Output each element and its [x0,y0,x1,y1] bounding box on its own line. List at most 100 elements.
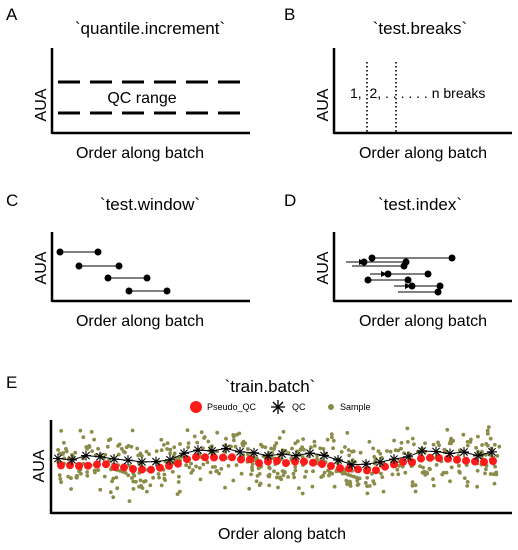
sample-point [330,471,334,476]
pseudo-qc-point [210,453,218,462]
pseudo-qc-point [84,461,92,470]
sample-point [275,471,280,476]
sample-point [277,476,282,480]
sample-point [85,470,89,474]
sample-point [123,471,128,475]
sample-point [312,444,317,448]
legend-item-sample: Sample [328,402,371,412]
sample-point [293,441,298,446]
qc-point [193,445,203,456]
sample-point [347,453,352,458]
pseudo-qc-point [183,455,191,464]
sample-point [198,477,203,482]
qc-point [473,450,483,461]
pseudo-qc-point [264,457,272,466]
sample-point [331,446,335,451]
qc-point [67,454,77,465]
sample-point [189,461,194,466]
sample-point [475,484,479,489]
sample-point [367,484,372,488]
sample-point [259,442,263,447]
sample-point [311,469,315,474]
sample-point [300,491,305,496]
sample-point [234,463,239,467]
sample-point [154,449,159,453]
pseudo-qc-point [129,465,137,473]
sample-point [365,475,370,480]
sample-point [69,487,73,491]
pseudo-qc-point [201,453,209,462]
break-label: 1, 2, . . . . . . n breaks [350,85,485,101]
x-axis-label-e: Order along batch [218,526,346,543]
sample-point [79,471,83,476]
sample-point [280,469,285,473]
qc-point [291,450,301,461]
qc-point [81,450,91,461]
legend-label-pseudo-qc: Pseudo_QC [207,402,257,412]
pseudo-qc-point [75,462,83,470]
sample-point [293,468,298,473]
pseudo-qc-point [309,458,317,467]
panel-letter-b: B [284,5,295,24]
sample-point [168,451,173,456]
panel-title-c: `test.window` [100,195,200,214]
sample-point [343,445,347,449]
sample-point [73,450,78,455]
index-segment [398,288,442,296]
qc-point [361,459,371,470]
window-segment [75,262,123,270]
sample-point [117,442,122,447]
sample-point [231,433,236,437]
sample-point [286,451,291,456]
sample-point [224,436,228,441]
sample-point [92,437,96,442]
sample-point [326,468,330,473]
pseudo-qc-point [237,455,245,464]
sample-point [115,486,120,491]
sample-point [465,484,470,488]
pseudo-qc-point [390,460,398,469]
sample-point [303,475,307,479]
sample-point [256,466,261,471]
index-segment [352,262,408,270]
sample-point [96,446,100,451]
sample-point [85,446,90,451]
sample-point [111,495,116,500]
sample-point [431,477,435,482]
sample-point [300,445,304,450]
index-segment [370,270,432,278]
sample-point [399,441,404,445]
sample-point [290,446,294,451]
sample-point [339,450,344,454]
sample-point [64,446,68,451]
sample-point [325,437,330,442]
sample-point [61,452,65,456]
sample-point [393,448,398,453]
pseudo-qc-point [300,457,308,466]
sample-point [494,472,499,477]
sample-point [444,470,449,475]
pseudo-qc-point [174,459,182,468]
sample-point [327,473,331,478]
legend: Pseudo_QC QC Sample [190,400,371,414]
sample-point [365,491,370,496]
panel-title-a: `quantile.increment` [75,19,225,38]
sample-point [177,474,181,479]
sample-point [175,492,180,496]
sample-point [449,465,454,470]
sample-point [98,487,103,492]
pseudo-qc-point [489,457,497,465]
sample-point [237,431,242,436]
sample-point [312,439,317,444]
sample-point [208,470,213,475]
sample-point [139,453,144,458]
qc-point [445,448,455,459]
qc-point [109,453,119,464]
y-axis-label-c: AUA [33,251,50,284]
sample-point [202,435,207,439]
sample-point [428,467,432,472]
sample-point [172,445,177,450]
panel-title-b: `test.breaks` [373,19,467,38]
pseudo-qc-point [138,465,146,474]
sample-point [116,452,121,457]
